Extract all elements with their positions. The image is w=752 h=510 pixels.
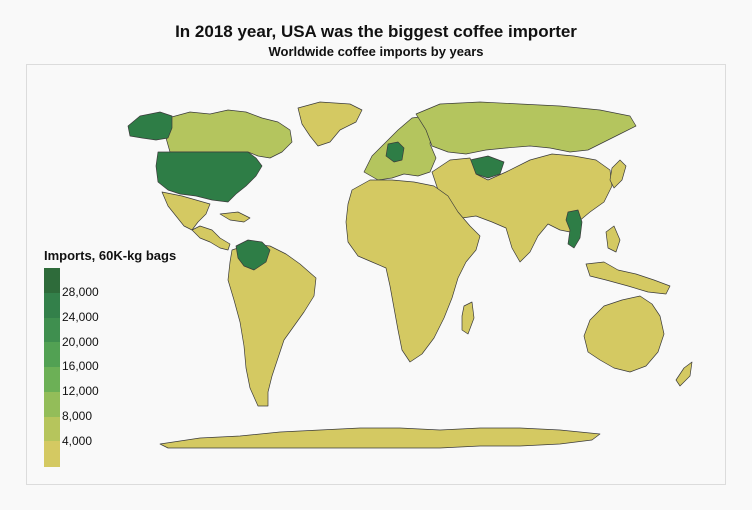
legend-swatch (44, 416, 60, 442)
region-south-america[interactable] (227, 243, 317, 407)
region-mexico[interactable] (161, 191, 211, 231)
legend-swatch (44, 391, 60, 417)
region-antarctica[interactable] (159, 427, 601, 449)
region-germany[interactable] (385, 141, 405, 163)
legend-swatch (44, 342, 60, 368)
legend-label: 24,000 (62, 309, 99, 324)
legend-colorbar (44, 268, 60, 467)
region-indonesia[interactable] (585, 261, 671, 295)
region-venezuela[interactable] (235, 239, 271, 271)
region-greenland[interactable] (297, 101, 363, 147)
region-japan[interactable] (609, 159, 627, 189)
region-madagascar[interactable] (461, 301, 475, 335)
legend-label: 8,000 (62, 409, 93, 423)
region-usa[interactable] (155, 151, 263, 203)
legend-label: 28,000 (62, 285, 99, 299)
legend-swatch (44, 367, 60, 393)
region-caribbean[interactable] (219, 211, 251, 223)
region-new-zealand[interactable] (675, 361, 693, 387)
legend-title: Imports, 60K-kg bags (44, 248, 177, 263)
region-alaska[interactable] (127, 111, 173, 141)
region-russia[interactable] (415, 101, 637, 155)
legend-swatch (44, 317, 60, 343)
region-philippines[interactable] (605, 225, 621, 253)
legend-swatch (44, 292, 60, 318)
legend-label: 16,000 (62, 359, 99, 374)
region-africa[interactable] (345, 179, 481, 363)
legend-swatch (44, 268, 60, 294)
chart-subtitle: Worldwide coffee imports by years (268, 44, 484, 59)
legend-label: 20,000 (62, 334, 99, 349)
region-australia[interactable] (583, 295, 665, 373)
chart-title: In 2018 year, USA was the biggest coffee… (175, 22, 577, 41)
legend-swatch (44, 441, 60, 467)
legend-label: 12,000 (62, 384, 99, 399)
region-central-america[interactable] (191, 225, 231, 251)
region-vietnam[interactable] (565, 209, 583, 249)
region-canada[interactable] (165, 109, 293, 159)
legend-label: 4,000 (62, 433, 93, 448)
